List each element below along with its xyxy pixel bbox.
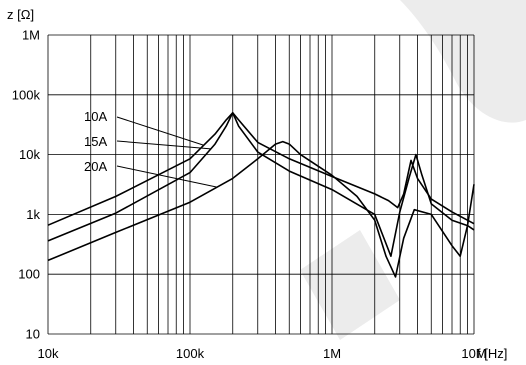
y-tick-label: 100 <box>18 267 40 282</box>
series-label-10a: 10A <box>84 109 107 124</box>
series-leader-15a <box>116 140 211 150</box>
series-leader-20a <box>116 165 218 188</box>
x-tick-label: 10M <box>461 346 486 361</box>
y-tick-label: 100k <box>12 87 41 102</box>
series-leader-10a <box>116 116 204 146</box>
x-tick-label: 1M <box>323 346 341 361</box>
series-labels: 10A 15A 20A <box>84 109 107 174</box>
background-watermark <box>300 0 526 340</box>
y-tick-label: 1M <box>22 28 40 43</box>
x-tick-label: 10k <box>38 346 59 361</box>
y-tick-label: 10k <box>19 147 40 162</box>
series-leaders <box>116 116 218 188</box>
series-label-15a: 15A <box>84 134 107 149</box>
x-tick-labels: 10k 100k 1M 10M <box>38 346 487 361</box>
y-tick-labels: 10 100 1k 10k 100k 1M <box>12 28 41 342</box>
y-tick-label: 1k <box>26 207 40 222</box>
series-line-10a <box>47 112 475 226</box>
y-tick-label: 10 <box>26 327 40 342</box>
curves <box>47 112 475 278</box>
series-label-20a: 20A <box>84 159 107 174</box>
x-tick-label: 100k <box>176 346 205 361</box>
grid <box>47 34 475 335</box>
y-axis-label: z [Ω] <box>7 7 34 22</box>
series-line-20a <box>47 140 475 278</box>
x-axis-label: f [Hz] <box>477 346 507 361</box>
series-line-15a <box>47 112 475 257</box>
